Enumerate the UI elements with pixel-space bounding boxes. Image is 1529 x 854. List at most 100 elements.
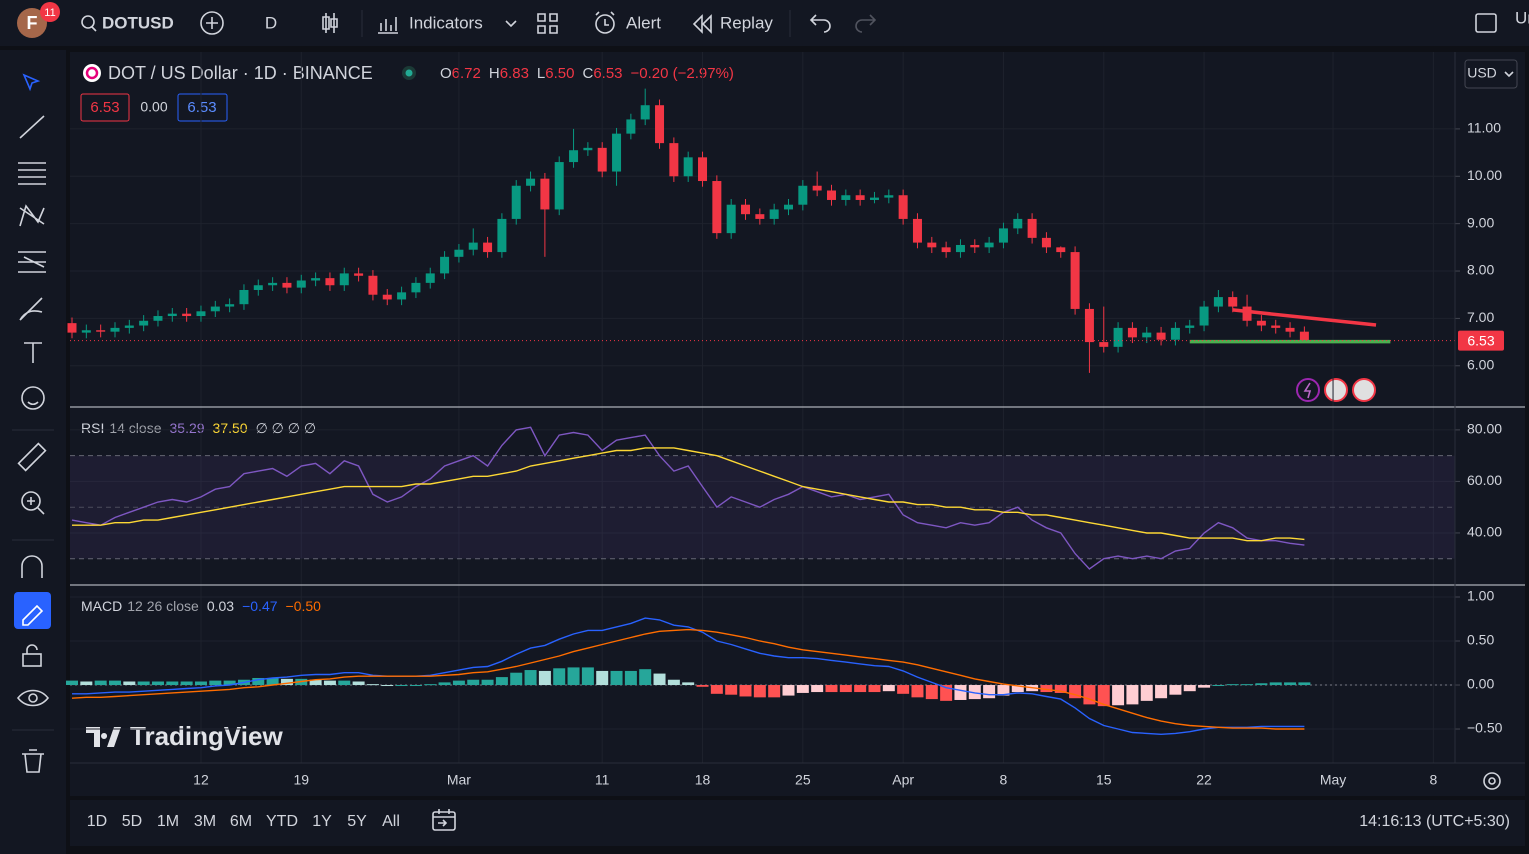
- candle-body: [225, 304, 235, 307]
- candle-body: [411, 282, 421, 293]
- histogram-bar: [667, 679, 680, 686]
- histogram-bar: [968, 685, 981, 700]
- range-button[interactable]: 1Y: [312, 813, 332, 830]
- symbol[interactable]: DOTUSD: [102, 13, 174, 32]
- chevron: [1504, 71, 1514, 78]
- histogram-bar: [66, 680, 78, 686]
- event-icon[interactable]: [1296, 378, 1320, 402]
- candle-body: [210, 306, 220, 312]
- candle-body: [583, 147, 593, 151]
- trash-tool[interactable]: [22, 749, 44, 773]
- badge: [40, 2, 60, 22]
- candle-body: [1156, 332, 1166, 340]
- replay-icon: [692, 14, 712, 34]
- interval[interactable]: D: [265, 13, 277, 32]
- emoji-tool[interactable]: [21, 386, 45, 410]
- range-button[interactable]: 1M: [157, 813, 179, 830]
- candle-body: [855, 195, 865, 200]
- candle-body: [597, 147, 607, 172]
- candle-body: [440, 256, 450, 274]
- range-button[interactable]: 3M: [194, 813, 216, 830]
- candle-body: [382, 294, 392, 300]
- avatar-letter: F: [27, 13, 38, 33]
- y-tick-label: 60.00: [1467, 472, 1502, 488]
- indicator-line: [71, 426, 1305, 570]
- magnet-tool[interactable]: [21, 555, 43, 578]
- ohlc-legend: O6.72 H6.83 L6.50 C6.53 −0.20 (−2.97%): [440, 65, 734, 82]
- histogram-bar: [1155, 685, 1168, 699]
- layout-icon[interactable]: [537, 13, 558, 34]
- projection-tool[interactable]: [18, 251, 46, 273]
- candle-body: [425, 273, 435, 283]
- date-range-icon[interactable]: [432, 811, 456, 831]
- settings-icon[interactable]: [1483, 772, 1501, 790]
- y-tick-label: 7.00: [1467, 309, 1494, 325]
- symbol-logo: [83, 64, 101, 82]
- alert-button[interactable]: Alert: [626, 13, 661, 32]
- histogram-bar: [180, 681, 193, 686]
- fib-tool[interactable]: [18, 162, 46, 185]
- chevron[interactable]: [505, 20, 517, 28]
- candle-body: [984, 242, 994, 248]
- search-icon: [91, 26, 97, 32]
- window-icon[interactable]: [1475, 13, 1497, 33]
- candle-body: [1084, 308, 1094, 343]
- histogram-bar: [553, 668, 566, 686]
- histogram-bar: [381, 685, 394, 687]
- spread: 0.00: [140, 99, 167, 115]
- candle-body: [397, 292, 407, 300]
- range-button[interactable]: All: [382, 813, 400, 830]
- avatar[interactable]: F 11: [17, 2, 60, 38]
- buy-box[interactable]: [177, 93, 228, 122]
- brush-tool[interactable]: [19, 297, 43, 321]
- date-range-icon: [433, 809, 455, 827]
- add-symbol[interactable]: [200, 11, 224, 35]
- candle-body: [726, 204, 736, 234]
- event-icon[interactable]: [1352, 378, 1376, 402]
- histogram-bar: [954, 685, 967, 700]
- candle-body: [354, 273, 364, 276]
- candle-body: [626, 119, 636, 134]
- undo[interactable]: [809, 14, 831, 33]
- currency-box[interactable]: [1464, 59, 1518, 89]
- histogram-bar: [1126, 685, 1139, 705]
- cut-off-text: Ur: [1515, 8, 1529, 27]
- range-button[interactable]: 5Y: [347, 813, 367, 830]
- indicators-button[interactable]: Indicators: [409, 13, 483, 32]
- lock-tool[interactable]: [22, 653, 42, 667]
- hide-tool[interactable]: [16, 689, 50, 707]
- candle-body: [1070, 252, 1080, 309]
- histogram-bar: [897, 685, 910, 694]
- event-icon[interactable]: [1324, 378, 1348, 402]
- histogram-bar: [682, 682, 695, 686]
- y-tick-label: 80.00: [1467, 421, 1502, 437]
- hide-tool: [28, 693, 38, 703]
- candle-body: [540, 178, 550, 210]
- top-toolbar: [0, 0, 1529, 46]
- candle-body: [182, 313, 192, 317]
- trendline-tool[interactable]: [19, 115, 45, 139]
- ruler-tool[interactable]: [17, 442, 47, 472]
- candle-body: [339, 273, 349, 286]
- cursor-tool[interactable]: [22, 73, 41, 92]
- currency: USD: [1467, 65, 1497, 81]
- candle-body: [1113, 327, 1123, 347]
- range-button[interactable]: 5D: [122, 813, 142, 830]
- range-button[interactable]: YTD: [266, 813, 298, 830]
- histogram-bar: [911, 685, 924, 698]
- sell-box[interactable]: [80, 93, 130, 122]
- candle-body: [1228, 297, 1238, 307]
- range-button[interactable]: 1D: [87, 813, 107, 830]
- text-tool[interactable]: [24, 342, 42, 363]
- chart-type-icon[interactable]: [322, 13, 338, 33]
- pattern-tool[interactable]: [19, 204, 45, 227]
- candle-body: [669, 143, 679, 177]
- candle-body: [311, 278, 321, 281]
- zoom-tool[interactable]: [21, 491, 41, 511]
- range-button[interactable]: 6M: [230, 813, 252, 830]
- candle-body: [769, 209, 779, 219]
- redo[interactable]: [855, 14, 877, 33]
- replay-button[interactable]: Replay: [720, 13, 773, 32]
- plus: [206, 17, 218, 29]
- histogram-bar: [524, 670, 537, 686]
